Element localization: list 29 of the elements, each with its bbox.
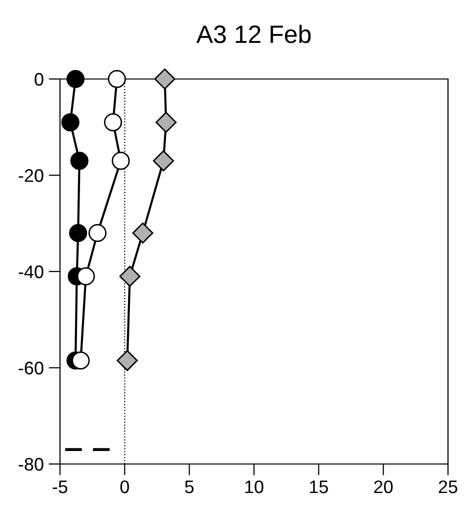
point [76,267,95,286]
point [112,152,130,170]
point [70,152,88,170]
point [88,224,107,242]
point [104,113,122,132]
x-tick-label: 10 [245,480,264,494]
point [61,113,80,132]
point [108,70,126,88]
y-tick-label: -60 [18,362,44,374]
point [66,70,85,88]
x-tick-label: 0 [120,480,129,494]
point [152,150,174,172]
x-tick-label: 5 [185,480,194,494]
y-tick-label: -20 [18,169,44,182]
point [72,352,90,370]
point [154,68,176,90]
x-tick-label: -5 [52,480,68,494]
point [119,266,140,287]
point [156,112,177,133]
y-tick-label: 0 [34,72,44,86]
x-tick-label: 20 [374,480,393,494]
point [132,222,154,244]
point [69,224,88,242]
x-tick-label: 15 [310,480,328,494]
y-tick-label: -80 [18,458,44,471]
x-tick-label: 25 [438,480,458,494]
y-tick-label: -40 [18,265,44,278]
point [116,350,138,372]
chart-title: A3 12 Feb [196,24,311,44]
